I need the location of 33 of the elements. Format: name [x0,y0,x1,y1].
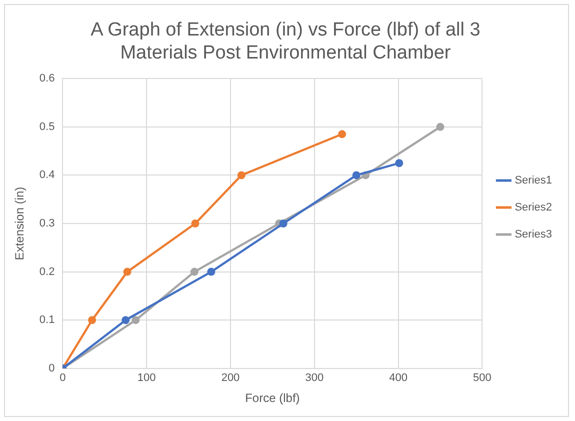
y-tick-label: 0.6 [39,72,55,85]
y-tick-label: 0.5 [39,120,55,133]
point [207,268,216,276]
point [88,316,96,324]
legend-label: Series1 [514,174,552,187]
point [338,130,346,138]
x-tick-label: 0 [60,372,66,384]
x-tick-label: 500 [473,372,492,384]
x-axis-title: Force (lbf) [245,391,300,406]
point [190,268,198,276]
y-tick-label: 0.4 [39,169,55,182]
point [352,171,360,180]
y-tick-label: 0.1 [39,314,55,326]
x-tick-label: 200 [221,372,240,384]
text: A Graph of Extension (in) vs Force (lbf) of all 3 [90,20,480,41]
point [191,220,200,228]
x-tick-label: 300 [305,372,324,384]
text: Materials Post Environmental Chamber [120,42,451,64]
point [436,122,444,131]
point [122,316,130,324]
point [395,159,404,168]
point [279,220,288,228]
point [132,316,140,324]
legend-label: Series3 [514,228,552,241]
point [237,171,246,180]
x-tick-label: 400 [389,372,408,384]
y-tick-label: 0.3 [39,218,55,230]
y-axis-title: Extension (in) [12,186,27,260]
y-tick-label: 0.2 [39,266,55,278]
legend-label: Series2 [514,202,552,214]
x-tick-label: 100 [137,372,156,384]
point [123,268,132,276]
y-tick-label: 0 [48,362,55,374]
